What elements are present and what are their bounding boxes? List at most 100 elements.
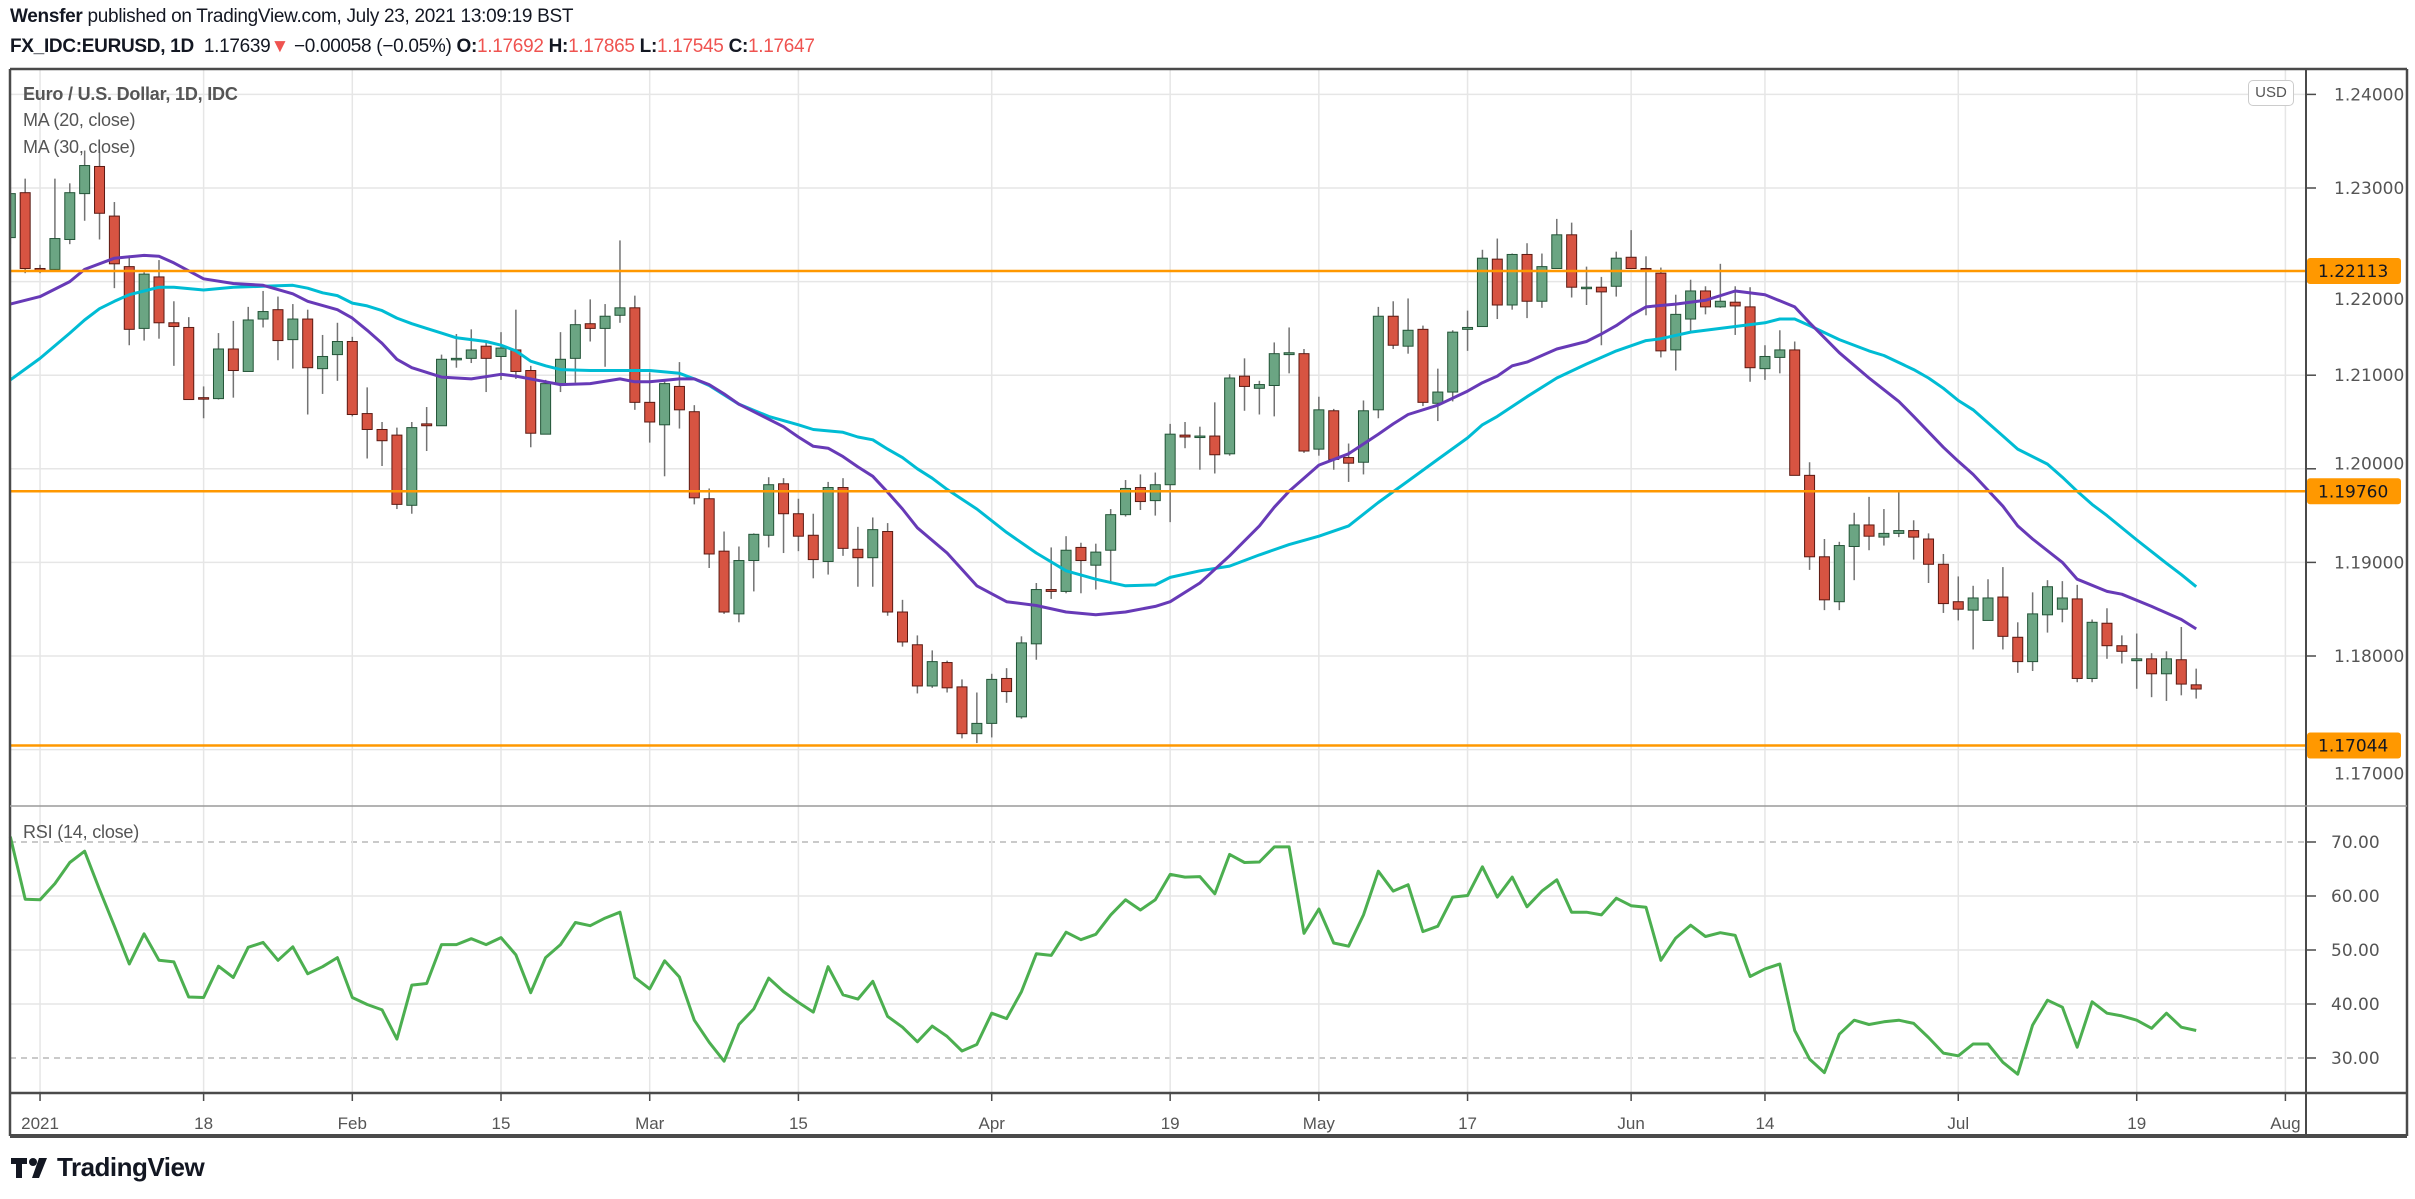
- candle[interactable]: [1908, 520, 1920, 560]
- candle[interactable]: [718, 531, 730, 614]
- candle[interactable]: [138, 272, 150, 341]
- candle[interactable]: [1581, 266, 1593, 305]
- candle[interactable]: [807, 513, 819, 579]
- candle[interactable]: [822, 481, 834, 575]
- candle[interactable]: [495, 332, 507, 380]
- candle[interactable]: [837, 478, 849, 556]
- candle[interactable]: [391, 427, 403, 510]
- candle[interactable]: [1387, 301, 1399, 349]
- candle[interactable]: [1224, 374, 1236, 456]
- candle[interactable]: [1179, 422, 1191, 449]
- candle[interactable]: [242, 306, 254, 372]
- candle[interactable]: [361, 387, 373, 459]
- candle[interactable]: [302, 309, 314, 415]
- candle[interactable]: [79, 150, 91, 221]
- candle[interactable]: [168, 301, 180, 366]
- candle[interactable]: [1164, 423, 1176, 523]
- candle[interactable]: [272, 296, 284, 361]
- candle[interactable]: [480, 340, 492, 393]
- candle[interactable]: [287, 304, 299, 369]
- candle[interactable]: [1343, 443, 1355, 482]
- candle[interactable]: [2027, 592, 2039, 671]
- legend-rsi[interactable]: RSI (14, close): [23, 822, 140, 842]
- candle[interactable]: [703, 488, 715, 569]
- candle[interactable]: [569, 309, 581, 383]
- candle[interactable]: [1090, 543, 1102, 590]
- candle[interactable]: [540, 379, 552, 435]
- candle[interactable]: [1209, 402, 1221, 474]
- candle[interactable]: [436, 354, 448, 427]
- candle[interactable]: [1536, 253, 1548, 308]
- candle[interactable]: [2146, 653, 2158, 698]
- publisher-name[interactable]: Wensfer: [10, 6, 83, 27]
- candle[interactable]: [1625, 230, 1637, 269]
- candle[interactable]: [1149, 472, 1161, 516]
- candle[interactable]: [1566, 222, 1578, 298]
- candle[interactable]: [227, 320, 239, 398]
- candle[interactable]: [2116, 635, 2128, 664]
- candle[interactable]: [2056, 581, 2068, 623]
- candle[interactable]: [1818, 539, 1830, 611]
- candle[interactable]: [2041, 580, 2053, 633]
- candle[interactable]: [2071, 584, 2083, 683]
- candle[interactable]: [1447, 330, 1459, 402]
- candle[interactable]: [852, 526, 864, 587]
- candle[interactable]: [1848, 512, 1860, 581]
- candle[interactable]: [19, 178, 31, 274]
- candle[interactable]: [2131, 633, 2143, 689]
- candle[interactable]: [1283, 327, 1295, 374]
- candle[interactable]: [867, 517, 879, 587]
- candle[interactable]: [1878, 509, 1890, 546]
- currency-badge[interactable]: USD: [2248, 80, 2294, 106]
- candle[interactable]: [1313, 396, 1325, 456]
- candle[interactable]: [2160, 651, 2172, 701]
- candle[interactable]: [1923, 533, 1935, 583]
- candle[interactable]: [733, 546, 745, 623]
- candle[interactable]: [1551, 218, 1563, 269]
- candle[interactable]: [1268, 342, 1280, 417]
- candle[interactable]: [376, 422, 388, 466]
- candle[interactable]: [1417, 325, 1429, 407]
- candle[interactable]: [1060, 536, 1072, 594]
- rsi-line[interactable]: [8, 836, 2197, 1076]
- candle[interactable]: [1491, 238, 1503, 320]
- candle[interactable]: [941, 660, 953, 693]
- candle[interactable]: [659, 379, 671, 477]
- candle[interactable]: [2012, 622, 2024, 673]
- candle[interactable]: [1759, 345, 1771, 380]
- candle[interactable]: [1045, 547, 1057, 599]
- candle[interactable]: [421, 407, 433, 452]
- candle[interactable]: [614, 240, 626, 323]
- candle[interactable]: [64, 183, 76, 245]
- candle[interactable]: [1462, 310, 1474, 351]
- candle[interactable]: [748, 533, 760, 592]
- candle[interactable]: [1253, 380, 1265, 415]
- candle[interactable]: [450, 334, 462, 368]
- candle[interactable]: [1937, 553, 1949, 613]
- candle[interactable]: [1789, 341, 1801, 476]
- rsi-axis[interactable]: 70.00 60.00 50.00 40.00 30.00: [2306, 833, 2380, 1069]
- candle[interactable]: [897, 599, 908, 647]
- candle[interactable]: [2190, 668, 2202, 699]
- candle[interactable]: [108, 202, 120, 289]
- candle[interactable]: [971, 692, 983, 744]
- ma20-line[interactable]: [10, 253, 2198, 631]
- candle[interactable]: [257, 290, 269, 328]
- candle[interactable]: [198, 386, 210, 419]
- candle[interactable]: [510, 309, 522, 379]
- candle[interactable]: [792, 498, 804, 552]
- candle[interactable]: [688, 405, 700, 505]
- candle[interactable]: [2101, 608, 2113, 659]
- candle[interactable]: [1298, 348, 1310, 453]
- candle[interactable]: [911, 635, 923, 694]
- candle[interactable]: [1833, 541, 1845, 611]
- candle[interactable]: [1432, 368, 1444, 422]
- candle[interactable]: [2175, 626, 2187, 696]
- candle[interactable]: [1075, 542, 1087, 594]
- candle[interactable]: [1476, 249, 1488, 328]
- candle[interactable]: [1655, 267, 1667, 358]
- time-axis[interactable]: 2021 18 Feb 15 Mar 15 Apr 19 May 17 Jun 14 Jul 19 Aug: [21, 1093, 2301, 1133]
- candle[interactable]: [986, 673, 998, 738]
- candle[interactable]: [926, 650, 938, 688]
